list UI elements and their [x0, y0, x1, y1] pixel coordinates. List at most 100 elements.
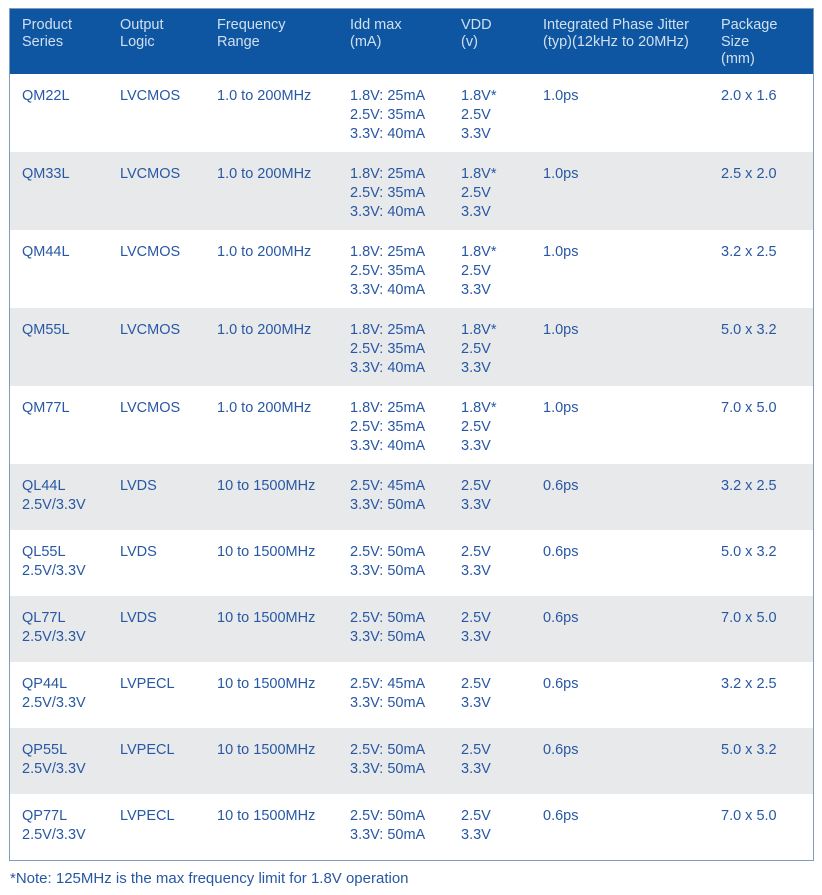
- cell-package-size: 3.2 x 2.5: [721, 676, 777, 692]
- cell-idd-max: 1.8V: 25mA 2.5V: 35mA 3.3V: 40mA: [350, 322, 426, 376]
- header-frequency-range: Frequency Range: [217, 17, 286, 50]
- cell-phase-jitter: 0.6ps: [543, 544, 579, 560]
- cell-vdd: 2.5V 3.3V: [461, 610, 491, 645]
- cell-phase-jitter: 1.0ps: [543, 322, 579, 338]
- cell-product-series: QM44L: [22, 244, 70, 260]
- cell-output-logic: LVCMOS: [120, 166, 181, 182]
- cell-package-size: 3.2 x 2.5: [721, 478, 777, 494]
- cell-product-series: QM55L: [22, 322, 70, 338]
- cell-output-logic: LVCMOS: [120, 400, 181, 416]
- cell-vdd: 1.8V* 2.5V 3.3V: [461, 400, 497, 454]
- cell-vdd: 2.5V 3.3V: [461, 676, 491, 711]
- cell-frequency-range: 1.0 to 200MHz: [217, 166, 312, 182]
- cell-package-size: 2.0 x 1.6: [721, 88, 777, 104]
- table-row: QM55L LVCMOS 1.0 to 200MHz 1.8V: 25mA 2.…: [10, 308, 813, 386]
- cell-output-logic: LVDS: [120, 610, 157, 626]
- cell-idd-max: 2.5V: 45mA 3.3V: 50mA: [350, 676, 426, 711]
- cell-frequency-range: 1.0 to 200MHz: [217, 88, 312, 104]
- cell-phase-jitter: 0.6ps: [543, 742, 579, 758]
- cell-idd-max: 2.5V: 50mA 3.3V: 50mA: [350, 610, 426, 645]
- cell-idd-max: 1.8V: 25mA 2.5V: 35mA 3.3V: 40mA: [350, 244, 426, 298]
- cell-frequency-range: 1.0 to 200MHz: [217, 400, 312, 416]
- table-row: QP55L 2.5V/3.3V LVPECL 10 to 1500MHz 2.5…: [10, 728, 813, 794]
- footnote: *Note: 125MHz is the max frequency limit…: [10, 870, 409, 887]
- header-package-size: Package Size (mm): [721, 17, 778, 67]
- cell-vdd: 1.8V* 2.5V 3.3V: [461, 244, 497, 298]
- table-row: QL55L 2.5V/3.3V LVDS 10 to 1500MHz 2.5V:…: [10, 530, 813, 596]
- cell-frequency-range: 10 to 1500MHz: [217, 610, 316, 626]
- cell-output-logic: LVDS: [120, 544, 157, 560]
- cell-idd-max: 1.8V: 25mA 2.5V: 35mA 3.3V: 40mA: [350, 400, 426, 454]
- table-row: QM44L LVCMOS 1.0 to 200MHz 1.8V: 25mA 2.…: [10, 230, 813, 308]
- table-row: QP77L 2.5V/3.3V LVPECL 10 to 1500MHz 2.5…: [10, 794, 813, 860]
- cell-vdd: 2.5V 3.3V: [461, 478, 491, 513]
- product-spec-table: Product Series Output Logic Frequency Ra…: [9, 8, 814, 861]
- cell-package-size: 3.2 x 2.5: [721, 244, 777, 260]
- cell-frequency-range: 10 to 1500MHz: [217, 676, 316, 692]
- cell-output-logic: LVCMOS: [120, 322, 181, 338]
- cell-frequency-range: 10 to 1500MHz: [217, 742, 316, 758]
- cell-output-logic: LVCMOS: [120, 88, 181, 104]
- cell-phase-jitter: 1.0ps: [543, 166, 579, 182]
- header-vdd: VDD (v): [461, 17, 492, 50]
- cell-phase-jitter: 0.6ps: [543, 610, 579, 626]
- header-product-series: Product Series: [22, 17, 72, 50]
- cell-vdd: 1.8V* 2.5V 3.3V: [461, 322, 497, 376]
- cell-output-logic: LVPECL: [120, 808, 175, 824]
- table-header: Product Series Output Logic Frequency Ra…: [10, 9, 813, 74]
- cell-phase-jitter: 0.6ps: [543, 808, 579, 824]
- cell-vdd: 2.5V 3.3V: [461, 544, 491, 579]
- table-body: QM22L LVCMOS 1.0 to 200MHz 1.8V: 25mA 2.…: [10, 74, 813, 860]
- cell-phase-jitter: 0.6ps: [543, 676, 579, 692]
- cell-frequency-range: 10 to 1500MHz: [217, 808, 316, 824]
- table-row: QL44L 2.5V/3.3V LVDS 10 to 1500MHz 2.5V:…: [10, 464, 813, 530]
- cell-phase-jitter: 1.0ps: [543, 400, 579, 416]
- table-row: QM22L LVCMOS 1.0 to 200MHz 1.8V: 25mA 2.…: [10, 74, 813, 152]
- cell-product-series: QP44L 2.5V/3.3V: [22, 676, 86, 711]
- table-row: QP44L 2.5V/3.3V LVPECL 10 to 1500MHz 2.5…: [10, 662, 813, 728]
- cell-product-series: QP55L 2.5V/3.3V: [22, 742, 86, 777]
- header-output-logic: Output Logic: [120, 17, 164, 50]
- cell-output-logic: LVCMOS: [120, 244, 181, 260]
- cell-idd-max: 1.8V: 25mA 2.5V: 35mA 3.3V: 40mA: [350, 88, 426, 142]
- cell-package-size: 7.0 x 5.0: [721, 808, 777, 824]
- cell-phase-jitter: 1.0ps: [543, 244, 579, 260]
- cell-frequency-range: 10 to 1500MHz: [217, 544, 316, 560]
- cell-product-series: QL77L 2.5V/3.3V: [22, 610, 86, 645]
- cell-package-size: 5.0 x 3.2: [721, 544, 777, 560]
- cell-package-size: 7.0 x 5.0: [721, 610, 777, 626]
- cell-product-series: QL55L 2.5V/3.3V: [22, 544, 86, 579]
- table-row: QM33L LVCMOS 1.0 to 200MHz 1.8V: 25mA 2.…: [10, 152, 813, 230]
- cell-idd-max: 2.5V: 45mA 3.3V: 50mA: [350, 478, 426, 513]
- cell-package-size: 5.0 x 3.2: [721, 322, 777, 338]
- cell-product-series: QP77L 2.5V/3.3V: [22, 808, 86, 843]
- cell-output-logic: LVPECL: [120, 742, 175, 758]
- cell-idd-max: 1.8V: 25mA 2.5V: 35mA 3.3V: 40mA: [350, 166, 426, 220]
- cell-frequency-range: 10 to 1500MHz: [217, 478, 316, 494]
- cell-product-series: QM33L: [22, 166, 70, 182]
- cell-output-logic: LVDS: [120, 478, 157, 494]
- cell-frequency-range: 1.0 to 200MHz: [217, 244, 312, 260]
- cell-product-series: QL44L 2.5V/3.3V: [22, 478, 86, 513]
- table-row: QM77L LVCMOS 1.0 to 200MHz 1.8V: 25mA 2.…: [10, 386, 813, 464]
- cell-idd-max: 2.5V: 50mA 3.3V: 50mA: [350, 808, 426, 843]
- cell-package-size: 5.0 x 3.2: [721, 742, 777, 758]
- header-idd-max: Idd max (mA): [350, 17, 402, 50]
- cell-phase-jitter: 0.6ps: [543, 478, 579, 494]
- cell-vdd: 1.8V* 2.5V 3.3V: [461, 166, 497, 220]
- cell-vdd: 2.5V 3.3V: [461, 808, 491, 843]
- header-phase-jitter: Integrated Phase Jitter (typ)(12kHz to 2…: [543, 17, 689, 50]
- table-header-row: Product Series Output Logic Frequency Ra…: [10, 9, 813, 74]
- cell-vdd: 1.8V* 2.5V 3.3V: [461, 88, 497, 142]
- cell-vdd: 2.5V 3.3V: [461, 742, 491, 777]
- cell-package-size: 2.5 x 2.0: [721, 166, 777, 182]
- cell-frequency-range: 1.0 to 200MHz: [217, 322, 312, 338]
- cell-idd-max: 2.5V: 50mA 3.3V: 50mA: [350, 544, 426, 579]
- cell-product-series: QM22L: [22, 88, 70, 104]
- cell-product-series: QM77L: [22, 400, 70, 416]
- table-row: QL77L 2.5V/3.3V LVDS 10 to 1500MHz 2.5V:…: [10, 596, 813, 662]
- cell-idd-max: 2.5V: 50mA 3.3V: 50mA: [350, 742, 426, 777]
- cell-package-size: 7.0 x 5.0: [721, 400, 777, 416]
- cell-output-logic: LVPECL: [120, 676, 175, 692]
